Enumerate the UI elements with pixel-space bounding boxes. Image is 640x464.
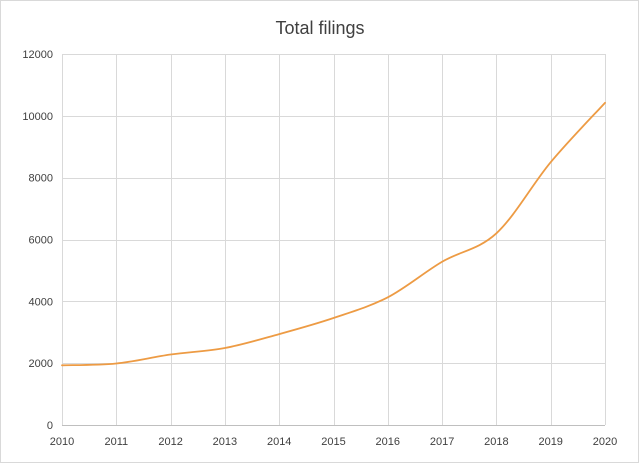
gridlines [62, 54, 606, 425]
data-point [60, 363, 64, 367]
y-tick-label: 4000 [29, 296, 53, 308]
y-tick-label: 6000 [29, 235, 53, 247]
series [60, 101, 607, 367]
x-tick-label: 2010 [50, 436, 74, 448]
series-line [61, 101, 606, 367]
x-axis-ticks: 2010 2011 2012 2013 2014 2015 2016 2017 2018 2019… [50, 436, 617, 448]
x-tick-label: 2014 [267, 436, 291, 448]
x-tick-label: 2020 [593, 436, 617, 448]
y-tick-label: 10000 [22, 111, 53, 123]
x-tick-label: 2016 [376, 436, 400, 448]
y-tick-label: 0 [47, 420, 53, 432]
y-tick-label: 12000 [22, 49, 53, 61]
x-tick-label: 2013 [213, 436, 237, 448]
data-point [169, 353, 173, 357]
y-tick-label: 8000 [29, 173, 53, 185]
data-point [603, 101, 607, 105]
data-point [494, 231, 498, 235]
data-point [277, 332, 281, 336]
x-tick-label: 2011 [104, 436, 128, 448]
data-point [114, 361, 118, 365]
x-tick-label: 2019 [538, 436, 562, 448]
x-tick-label: 2012 [158, 436, 182, 448]
x-tick-label: 2017 [430, 436, 454, 448]
data-point [440, 260, 444, 264]
data-point [386, 295, 390, 299]
data-point [549, 160, 553, 164]
y-axis-ticks: 0 2000 4000 6000 8000 10000 12000 [22, 49, 53, 432]
data-point [223, 346, 227, 350]
data-point [332, 316, 336, 320]
chart-title: Total filings [275, 18, 364, 38]
x-tick-label: 2015 [321, 436, 345, 448]
y-tick-label: 2000 [29, 358, 53, 370]
x-tick-label: 2018 [484, 436, 508, 448]
